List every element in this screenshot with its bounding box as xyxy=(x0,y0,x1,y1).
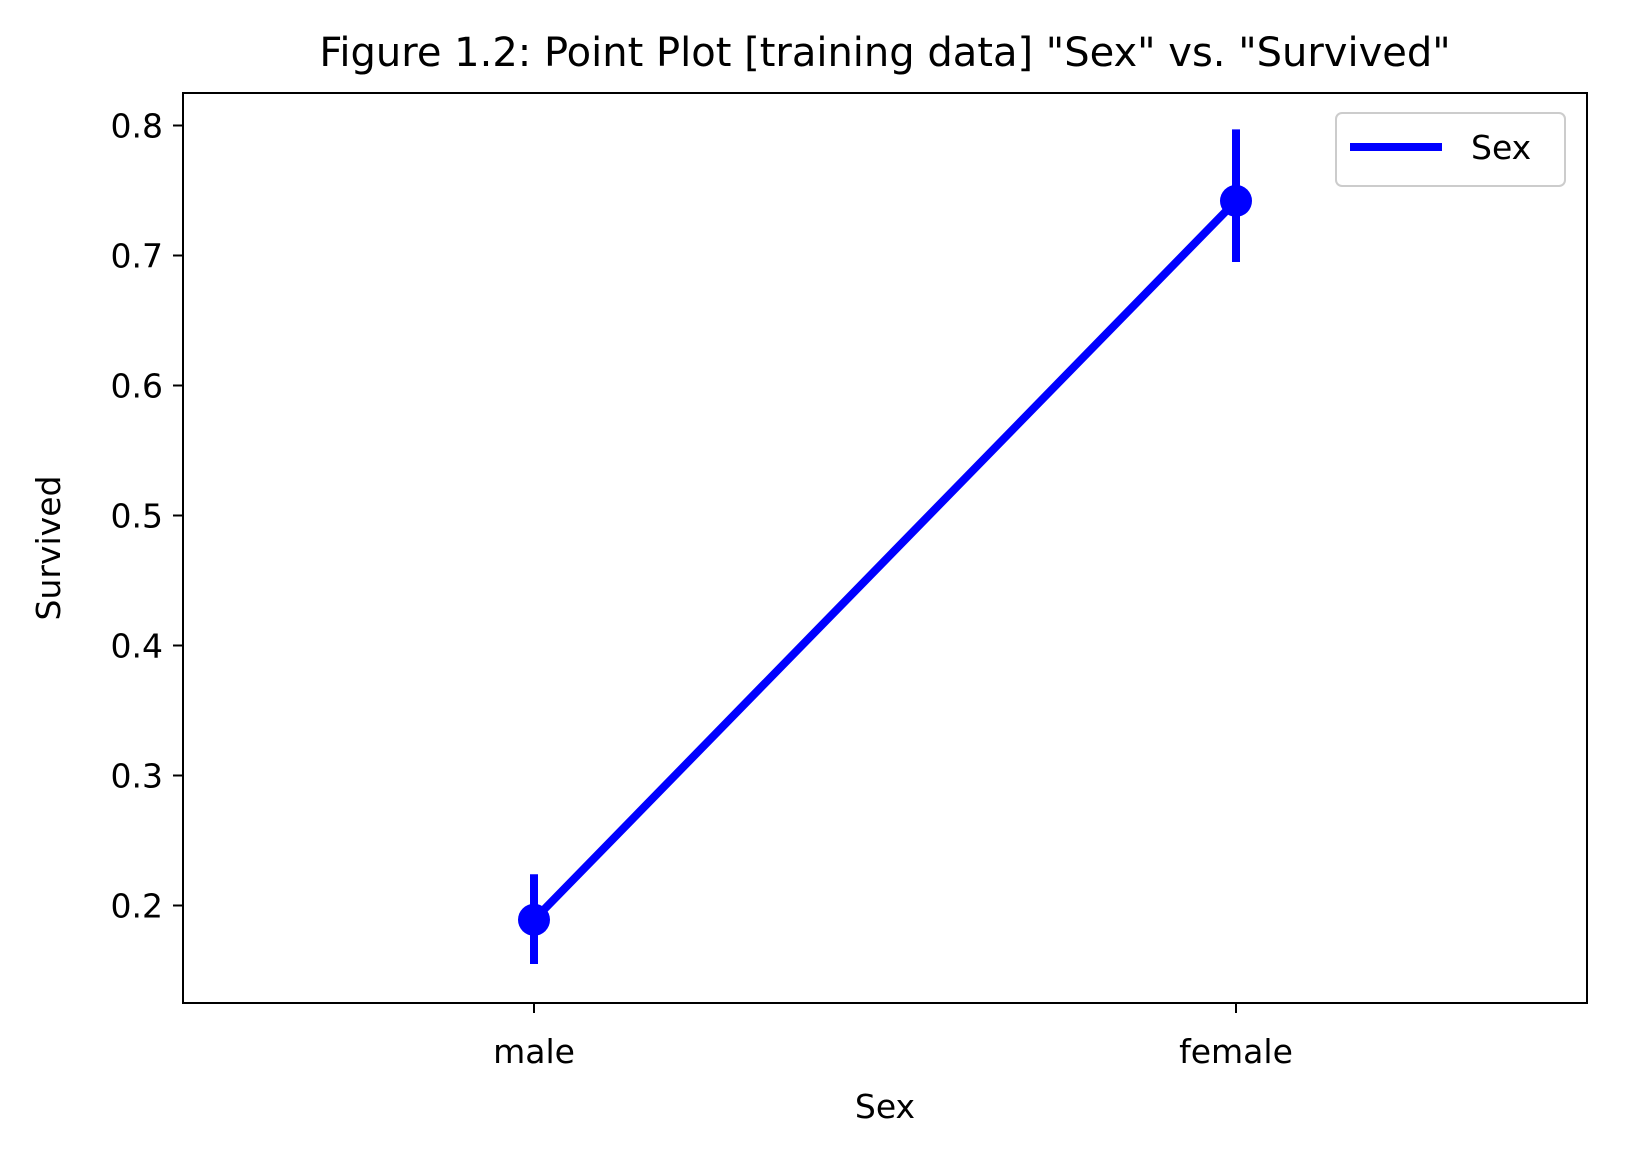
y-tick-label: 0.3 xyxy=(111,757,163,796)
series-layer xyxy=(518,129,1252,964)
x-tick-label-male: male xyxy=(493,1032,575,1071)
x-tick-label-female: female xyxy=(1179,1032,1293,1071)
y-axis: 0.2 0.3 0.4 0.5 0.6 0.7 0.8 xyxy=(111,107,183,926)
series-line xyxy=(531,198,1239,923)
data-point-male xyxy=(518,903,550,936)
y-tick-label: 0.2 xyxy=(111,887,163,926)
x-axis: male female xyxy=(493,1003,1293,1071)
x-axis-label: Sex xyxy=(855,1087,915,1126)
legend-label: Sex xyxy=(1471,128,1531,167)
chart-title: Figure 1.2: Point Plot [training data] "… xyxy=(319,30,1450,76)
plot-area: 0.2 0.3 0.4 0.5 0.6 0.7 0.8 male female xyxy=(111,92,1588,1071)
data-point-female xyxy=(1220,184,1252,217)
y-axis-label: Survived xyxy=(29,476,68,621)
y-tick-label: 0.4 xyxy=(111,627,163,666)
legend: Sex xyxy=(1335,112,1566,187)
y-tick-label: 0.8 xyxy=(111,107,163,146)
y-tick-label: 0.5 xyxy=(111,497,163,536)
plot-frame xyxy=(182,92,1588,1004)
y-tick-label: 0.7 xyxy=(111,237,163,276)
y-tick-label: 0.6 xyxy=(111,367,163,406)
legend-box xyxy=(1335,112,1566,187)
